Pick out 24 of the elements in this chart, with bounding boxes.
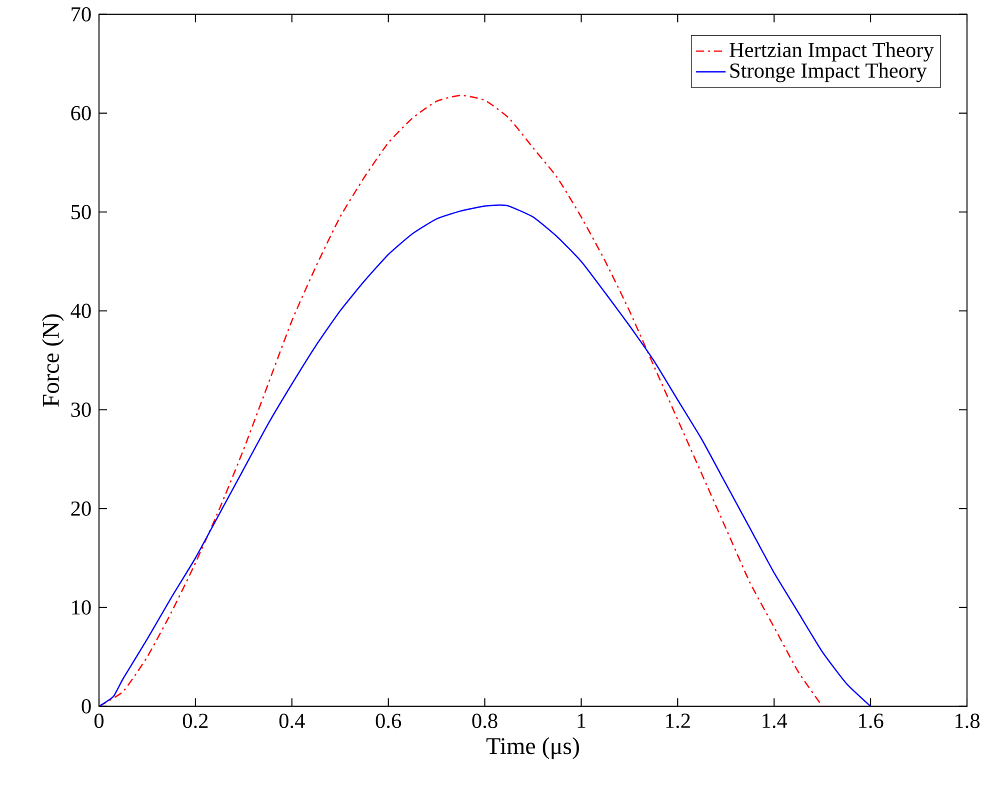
y-tick-label: 70 bbox=[72, 6, 91, 22]
y-tick-label: 50 bbox=[72, 204, 91, 220]
legend-label: Hertzian Impact Theory bbox=[730, 42, 934, 62]
line-series bbox=[99, 204, 872, 706]
y-axis-title: Force (N) bbox=[42, 314, 64, 406]
x-tick-label: 1.2 bbox=[666, 714, 690, 728]
legend-label: Stronge Impact Theory bbox=[730, 62, 927, 82]
y-tick-label: 0 bbox=[82, 698, 91, 714]
y-tick-label: 30 bbox=[71, 402, 91, 417]
x-tick-label: 1 bbox=[578, 714, 586, 728]
x-tick-label: 1.8 bbox=[956, 714, 980, 728]
y-tick-label: 40 bbox=[70, 304, 91, 318]
y-tick-label: 10 bbox=[72, 600, 91, 614]
line-series bbox=[99, 94, 824, 706]
x-tick-label: 0.4 bbox=[279, 714, 305, 728]
x-tick-label: 0.8 bbox=[472, 714, 498, 728]
x-tick-label: 1.4 bbox=[762, 714, 788, 728]
x-tick-label: 0.6 bbox=[376, 714, 402, 728]
x-axis-title: Time (μs) bbox=[486, 737, 579, 759]
x-tick-label: 0.2 bbox=[182, 714, 208, 728]
y-tick-label: 60 bbox=[71, 106, 91, 120]
x-tick-label: 1.6 bbox=[859, 714, 884, 728]
y-tick-label: 20 bbox=[71, 501, 91, 516]
x-tick-label: 0 bbox=[94, 714, 104, 728]
